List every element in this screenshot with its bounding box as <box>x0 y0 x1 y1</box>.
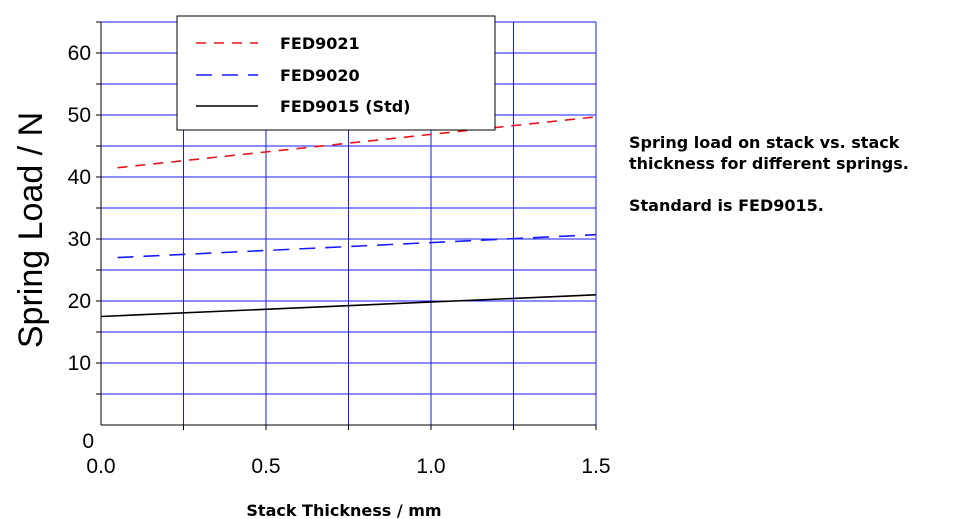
legend-label: FED9015 (Std) <box>280 97 411 116</box>
tick-labels: 0 10 20 30 40 50 60 0.0 0.5 1.0 1.5 <box>68 42 611 478</box>
legend: FED9021 FED9020 FED9015 (Std) <box>176 15 496 131</box>
x-tick-label: 1.0 <box>416 455 445 478</box>
legend-label: FED9021 <box>280 34 360 53</box>
legend-label: FED9020 <box>280 66 360 85</box>
y-tick-label: 20 <box>68 290 91 313</box>
y-tick-label: 0 <box>82 430 94 453</box>
x-axis-title: Stack Thickness / mm <box>246 501 441 519</box>
series-layer <box>100 116 597 318</box>
x-tick-label: 0.5 <box>251 455 280 478</box>
legend-box <box>176 15 496 131</box>
y-tick-label: 30 <box>68 228 91 251</box>
series-line <box>100 294 597 318</box>
y-tick-label: 50 <box>68 104 91 127</box>
series-line <box>117 116 597 169</box>
y-tick-label: 40 <box>68 166 91 189</box>
x-tick-label: 0.0 <box>86 455 115 478</box>
axes <box>96 21 597 430</box>
caption-standard-note: Standard is FED9015. <box>629 196 824 215</box>
x-tick-label: 1.5 <box>581 455 610 478</box>
caption-description: Spring load on stack vs. stack thickness… <box>629 133 909 173</box>
series-line <box>117 233 597 259</box>
y-axis-title: Spring Load / N <box>12 112 50 348</box>
y-tick-label: 10 <box>68 352 91 375</box>
y-tick-label: 60 <box>68 42 91 65</box>
chart-caption: Spring load on stack vs. stack thickness… <box>629 132 959 237</box>
